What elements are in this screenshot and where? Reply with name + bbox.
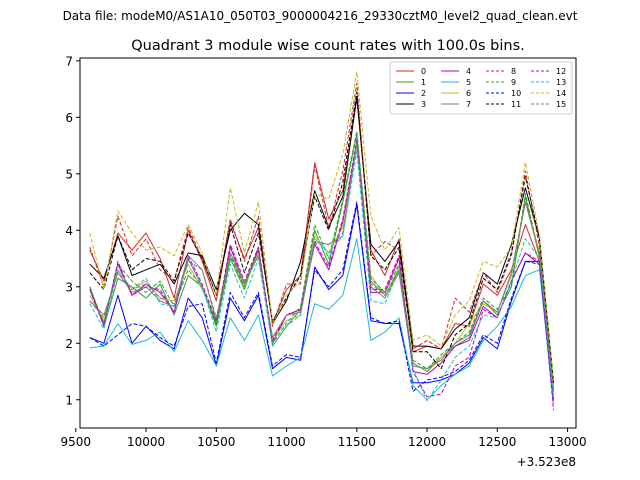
series-line-1 xyxy=(89,133,554,392)
x-tick-label: 13000 xyxy=(548,435,586,449)
legend-label-1: 1 xyxy=(421,78,426,87)
series-line-7 xyxy=(89,142,554,392)
series-line-5 xyxy=(89,238,554,403)
legend-label-13: 13 xyxy=(556,78,566,87)
legend-label-5: 5 xyxy=(466,78,471,87)
legend-label-15: 15 xyxy=(556,100,566,109)
y-tick-label: 5 xyxy=(65,167,73,181)
y-tick-label: 6 xyxy=(65,111,73,125)
y-tick-label: 3 xyxy=(65,280,73,294)
legend-label-12: 12 xyxy=(556,67,566,76)
x-tick-label: 11000 xyxy=(267,435,305,449)
x-tick-label: 11500 xyxy=(338,435,376,449)
legend-label-14: 14 xyxy=(556,89,566,98)
series-line-15 xyxy=(89,142,554,392)
x-tick-label: 12000 xyxy=(408,435,446,449)
x-tick-label: 12500 xyxy=(478,435,516,449)
plot-frame xyxy=(79,57,577,429)
legend-label-4: 4 xyxy=(466,67,471,76)
series-line-0 xyxy=(89,97,554,381)
series-line-12 xyxy=(89,139,554,410)
series-line-13 xyxy=(89,150,554,402)
legend-label-8: 8 xyxy=(511,67,516,76)
series-line-4 xyxy=(89,142,554,400)
x-tick-label: 10500 xyxy=(197,435,235,449)
series-line-10 xyxy=(89,201,554,400)
legend-label-2: 2 xyxy=(421,89,426,98)
axes-layer: 9500 10000 10500 11000 11500 12000 12500 13000 1… xyxy=(61,54,587,449)
legend-label-10: 10 xyxy=(511,89,521,98)
series-line-3 xyxy=(89,97,554,383)
legend-box xyxy=(389,61,573,115)
series-line-6 xyxy=(89,145,554,389)
series-line-9 xyxy=(89,130,554,389)
y-tick-label: 1 xyxy=(65,393,73,407)
legend-label-0: 0 xyxy=(421,67,426,76)
legend-label-9: 9 xyxy=(511,78,516,87)
series-layer xyxy=(89,71,554,410)
x-tick-label: 9500 xyxy=(61,435,92,449)
y-tick-label: 7 xyxy=(65,54,73,68)
chart-title: Quadrant 3 module wise count rates with … xyxy=(131,38,525,54)
legend-label-6: 6 xyxy=(466,89,471,98)
series-line-14 xyxy=(89,71,554,381)
y-tick-label: 2 xyxy=(65,337,73,351)
x-axis-offset-label: +3.523e8 xyxy=(517,455,576,469)
y-tick-label: 4 xyxy=(65,224,73,238)
legend-label-7: 7 xyxy=(466,100,471,109)
chart-suptitle: Data file: modeM0/AS1A10_050T03_90000042… xyxy=(63,9,578,23)
legend-label-3: 3 xyxy=(421,100,426,109)
series-line-11 xyxy=(89,91,554,383)
x-tick-label: 10000 xyxy=(127,435,165,449)
legend-label-11: 11 xyxy=(511,100,521,109)
